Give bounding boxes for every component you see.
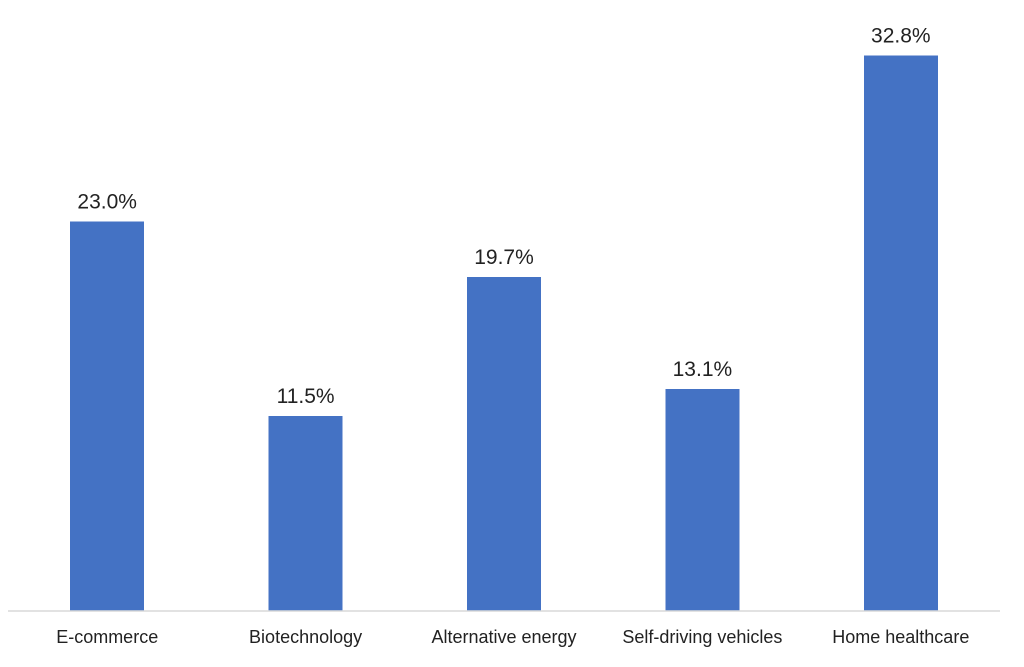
bar-e-commerce: [70, 221, 145, 612]
category-label-biotechnology: Biotechnology: [249, 627, 362, 647]
data-label-e-commerce: 23.0%: [77, 190, 137, 213]
data-label-alternative-energy: 19.7%: [474, 246, 534, 269]
category-label-e-commerce: E-commerce: [56, 627, 158, 647]
bar-alternative-energy: [467, 277, 541, 611]
category-label-home-healthcare: Home healthcare: [832, 627, 969, 647]
bars-group: [70, 55, 938, 612]
bar-self-driving-vehicles: [665, 389, 740, 611]
value-labels-group: 23.0% 11.5% 19.7% 13.1% 32.8%: [77, 24, 930, 408]
data-label-biotechnology: 11.5%: [277, 385, 335, 408]
data-label-home-healthcare: 32.8%: [871, 24, 931, 47]
category-labels-group: E-commerce Biotechnology Alternative energ…: [56, 627, 969, 647]
category-label-self-driving-vehicles: Self-driving vehicles: [622, 627, 782, 647]
bar-biotechnology: [268, 416, 343, 611]
bar-home-healthcare: [863, 55, 938, 612]
category-label-alternative-energy: Alternative energy: [431, 627, 576, 647]
data-label-self-driving-vehicles: 13.1%: [673, 358, 733, 381]
